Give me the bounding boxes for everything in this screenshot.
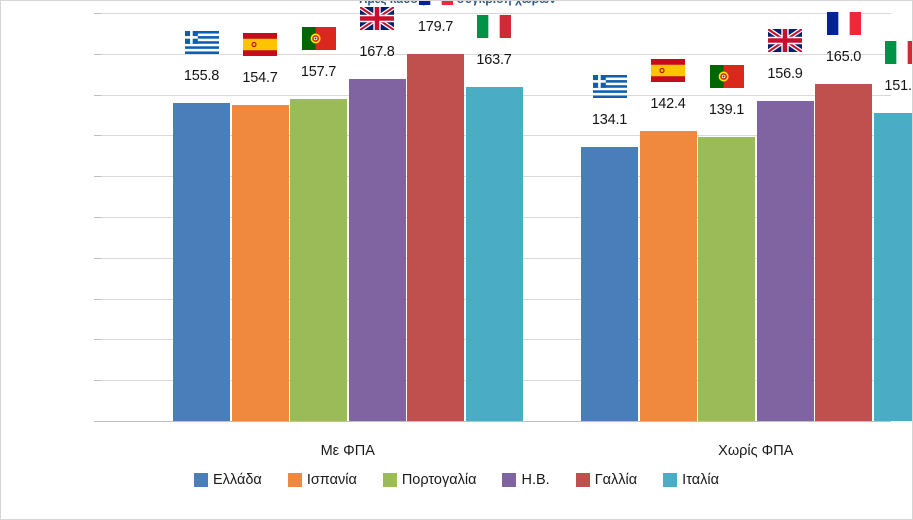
y-axis-tick-mark <box>94 13 101 14</box>
x-axis-category-label: Χωρίς ΦΠΑ <box>718 443 794 459</box>
y-axis-tick-mark <box>94 380 101 382</box>
legend-color-swatch <box>194 473 209 487</box>
legend-item[interactable]: Ισπανία <box>287 472 357 488</box>
bar-fill <box>465 87 523 421</box>
legend-label: Ιταλία <box>682 472 719 488</box>
legend-label: Η.Β. <box>521 472 550 488</box>
bar-fill <box>407 54 464 421</box>
bar-value-label: 163.7 <box>476 52 512 69</box>
flag-italy-icon <box>477 15 511 39</box>
y-axis-tick-mark <box>94 176 101 178</box>
bar-value-label: 134.1 <box>591 112 628 129</box>
y-axis-tick-mark <box>94 94 101 96</box>
bar-value-label: 151.2 <box>884 77 912 94</box>
flag-italy-icon <box>885 40 912 64</box>
bar-fill <box>639 130 697 421</box>
plot-area: 0.020.040.060.080.0100.0120.0140.0160.01… <box>94 1 912 459</box>
legend-label: Ελλάδα <box>213 472 262 488</box>
flag-france-icon <box>418 1 453 6</box>
flag-uk-icon <box>360 6 394 30</box>
flag-portugal-icon <box>709 65 744 89</box>
flag-uk-icon <box>768 28 802 52</box>
legend-item[interactable]: Πορτογαλία <box>382 472 477 488</box>
bar-group: 134.1 142.4 139.1 156.9 <box>581 12 912 421</box>
legend-color-swatch <box>287 473 302 487</box>
bar-value-label: 165.0 <box>825 49 862 66</box>
bar-value-label: 142.4 <box>650 95 686 112</box>
y-axis-tick-mark <box>94 53 101 55</box>
flag-france-icon <box>826 12 861 36</box>
legend-label: Πορτογαλία <box>401 472 477 488</box>
bar-fill <box>290 99 347 421</box>
x-axis-category-label: Με ΦΠΑ <box>320 443 375 459</box>
bar-fill <box>173 103 230 421</box>
bar-fill <box>231 105 289 421</box>
legend-item[interactable]: Γαλλία <box>575 472 638 488</box>
legend-label: Γαλλία <box>594 472 638 488</box>
flag-spain-icon <box>243 33 277 57</box>
bar-value-label: 155.8 <box>183 68 220 85</box>
legend-color-swatch <box>382 473 397 487</box>
bar-value-label: 167.8 <box>359 43 395 60</box>
y-axis-tick-mark <box>94 421 101 422</box>
gridline <box>101 53 891 55</box>
bar-group: 155.8 154.7 157.7 167.8 <box>173 1 528 421</box>
legend-item[interactable]: Ιταλία <box>663 472 719 488</box>
legend-label: Ισπανία <box>306 472 357 488</box>
bar-value-label: 157.7 <box>300 64 337 81</box>
legend-item[interactable]: Ελλάδα <box>194 472 262 488</box>
flag-spain-icon <box>651 58 685 82</box>
y-axis-tick-mark <box>94 135 101 137</box>
flag-portugal-icon <box>301 27 336 51</box>
y-axis-tick-mark <box>94 298 101 300</box>
gridline <box>101 13 891 14</box>
chart-title: Τιμές καυσίμων - σύγκριση χωρών <box>1 1 912 6</box>
y-axis-tick-mark <box>94 217 101 218</box>
bar-fill <box>815 84 872 421</box>
bar-value-label: 156.9 <box>767 65 803 82</box>
legend-color-swatch <box>663 473 678 487</box>
y-axis-tick-mark <box>94 257 101 259</box>
flag-greece-icon <box>184 31 219 55</box>
bar-fill <box>348 78 406 421</box>
bar-fill <box>873 112 912 421</box>
legend-color-swatch <box>575 473 590 487</box>
bar-fill <box>698 137 755 421</box>
bar-value-label: 179.7 <box>417 19 454 36</box>
legend-item[interactable]: Η.Β. <box>502 472 550 488</box>
bar-fill <box>756 100 814 421</box>
bar-value-label: 139.1 <box>708 102 745 119</box>
bar-value-label: 154.7 <box>242 70 278 87</box>
chart-legend: Ελλάδα Ισπανία Πορτογαλία Η.Β. Γαλλία Ιταλία <box>1 472 912 488</box>
bar-fill <box>581 147 638 421</box>
gridline <box>101 421 891 422</box>
legend-color-swatch <box>502 473 517 487</box>
flag-greece-icon <box>592 75 627 99</box>
y-axis-tick-mark <box>94 339 101 341</box>
